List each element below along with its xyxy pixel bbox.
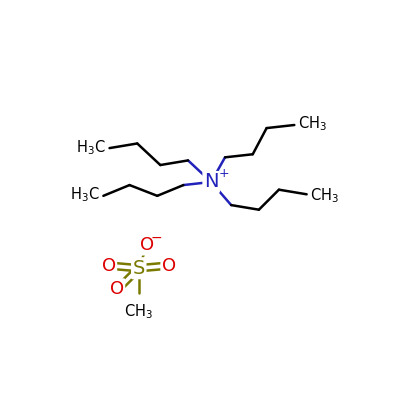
Text: CH$_3$: CH$_3$ — [298, 115, 327, 134]
Text: O: O — [102, 257, 116, 275]
Text: H$_3$C: H$_3$C — [70, 186, 100, 204]
Text: H$_3$C: H$_3$C — [76, 138, 106, 156]
Text: −: − — [151, 231, 162, 245]
Text: CH$_3$: CH$_3$ — [310, 186, 339, 204]
Text: +: + — [218, 167, 229, 180]
Text: O: O — [162, 257, 176, 275]
Text: N: N — [204, 172, 218, 192]
Text: CH$_3$: CH$_3$ — [124, 302, 153, 321]
Text: S: S — [132, 259, 145, 278]
Text: O: O — [140, 236, 154, 254]
Text: O: O — [110, 280, 124, 298]
